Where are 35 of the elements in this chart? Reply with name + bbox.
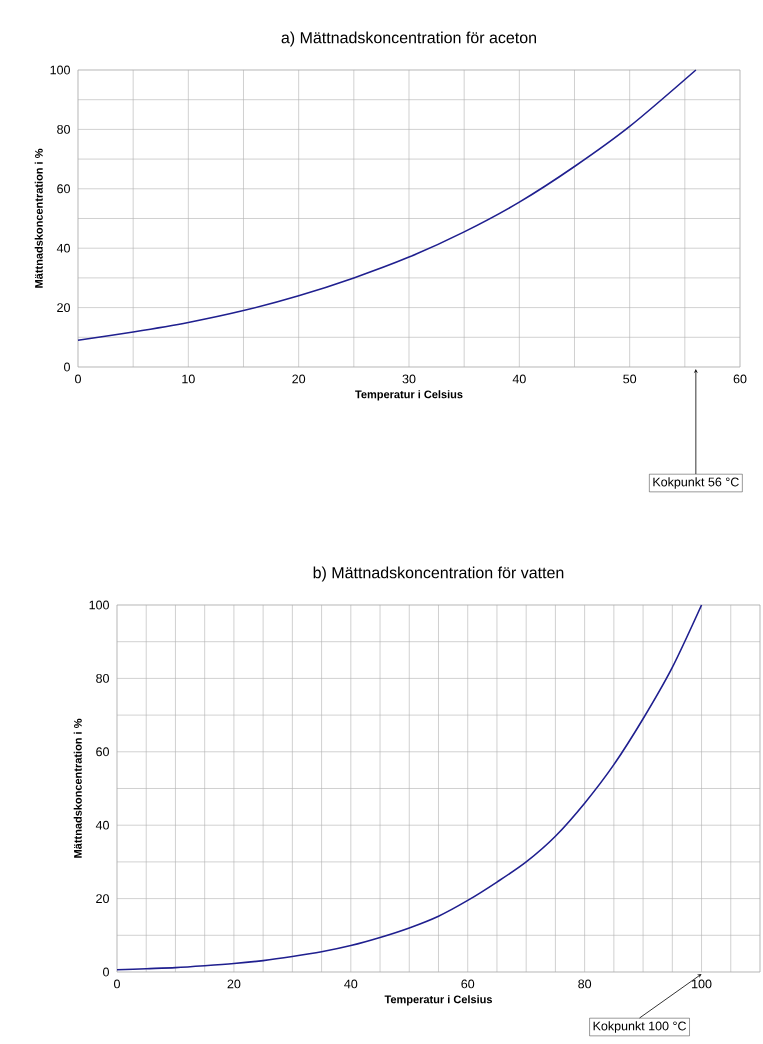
y-tick-label: 40 [56, 243, 70, 253]
text: Kokpunkt 100 °C [593, 1021, 686, 1033]
x-tick-label: 60 [461, 979, 475, 989]
y-tick-label: 100 [89, 600, 109, 610]
y-tick-label: 40 [95, 820, 109, 830]
x-tick-label: 40 [343, 979, 358, 989]
x-axis-title: Temperatur i Celsius [354, 390, 463, 401]
y-tick-label: 60 [96, 747, 109, 757]
chart-title: b) Mättnadskoncentration för vatten [313, 566, 564, 582]
y-tick-label: 0 [63, 362, 70, 372]
text: Kokpunkt 56 °C [653, 477, 739, 489]
chart-title: a) Mättnadskoncentration för aceton [281, 31, 536, 47]
y-axis-title: Mättnadskoncentration i % [34, 148, 43, 288]
x-tick-label: 20 [227, 979, 241, 989]
y-axis-title: Mättnadskoncentration i % [73, 718, 82, 858]
y-tick-label: 60 [57, 184, 70, 194]
x-tick-label: 10 [182, 374, 195, 384]
x-tick-label: 100 [691, 979, 712, 989]
y-tick-label: 100 [50, 65, 70, 75]
y-tick-label: 20 [96, 894, 109, 904]
x-tick-label: 60 [733, 374, 747, 384]
y-tick-label: 80 [95, 673, 109, 683]
x-tick-label: 40 [512, 374, 526, 384]
x-tick-label: 0 [113, 979, 120, 989]
x-tick-label: 50 [623, 374, 636, 384]
y-tick-label: 80 [56, 124, 70, 134]
line-series [77, 69, 697, 342]
x-tick-label: 20 [292, 374, 305, 384]
x-tick-label: 80 [578, 979, 591, 989]
y-tick-label: 20 [57, 303, 70, 313]
y-tick-label: 0 [102, 967, 109, 977]
x-tick-label: 30 [402, 374, 416, 384]
line-series [116, 604, 703, 971]
x-axis-title: Temperatur i Celsius [384, 995, 492, 1006]
x-tick-label: 0 [74, 374, 81, 384]
